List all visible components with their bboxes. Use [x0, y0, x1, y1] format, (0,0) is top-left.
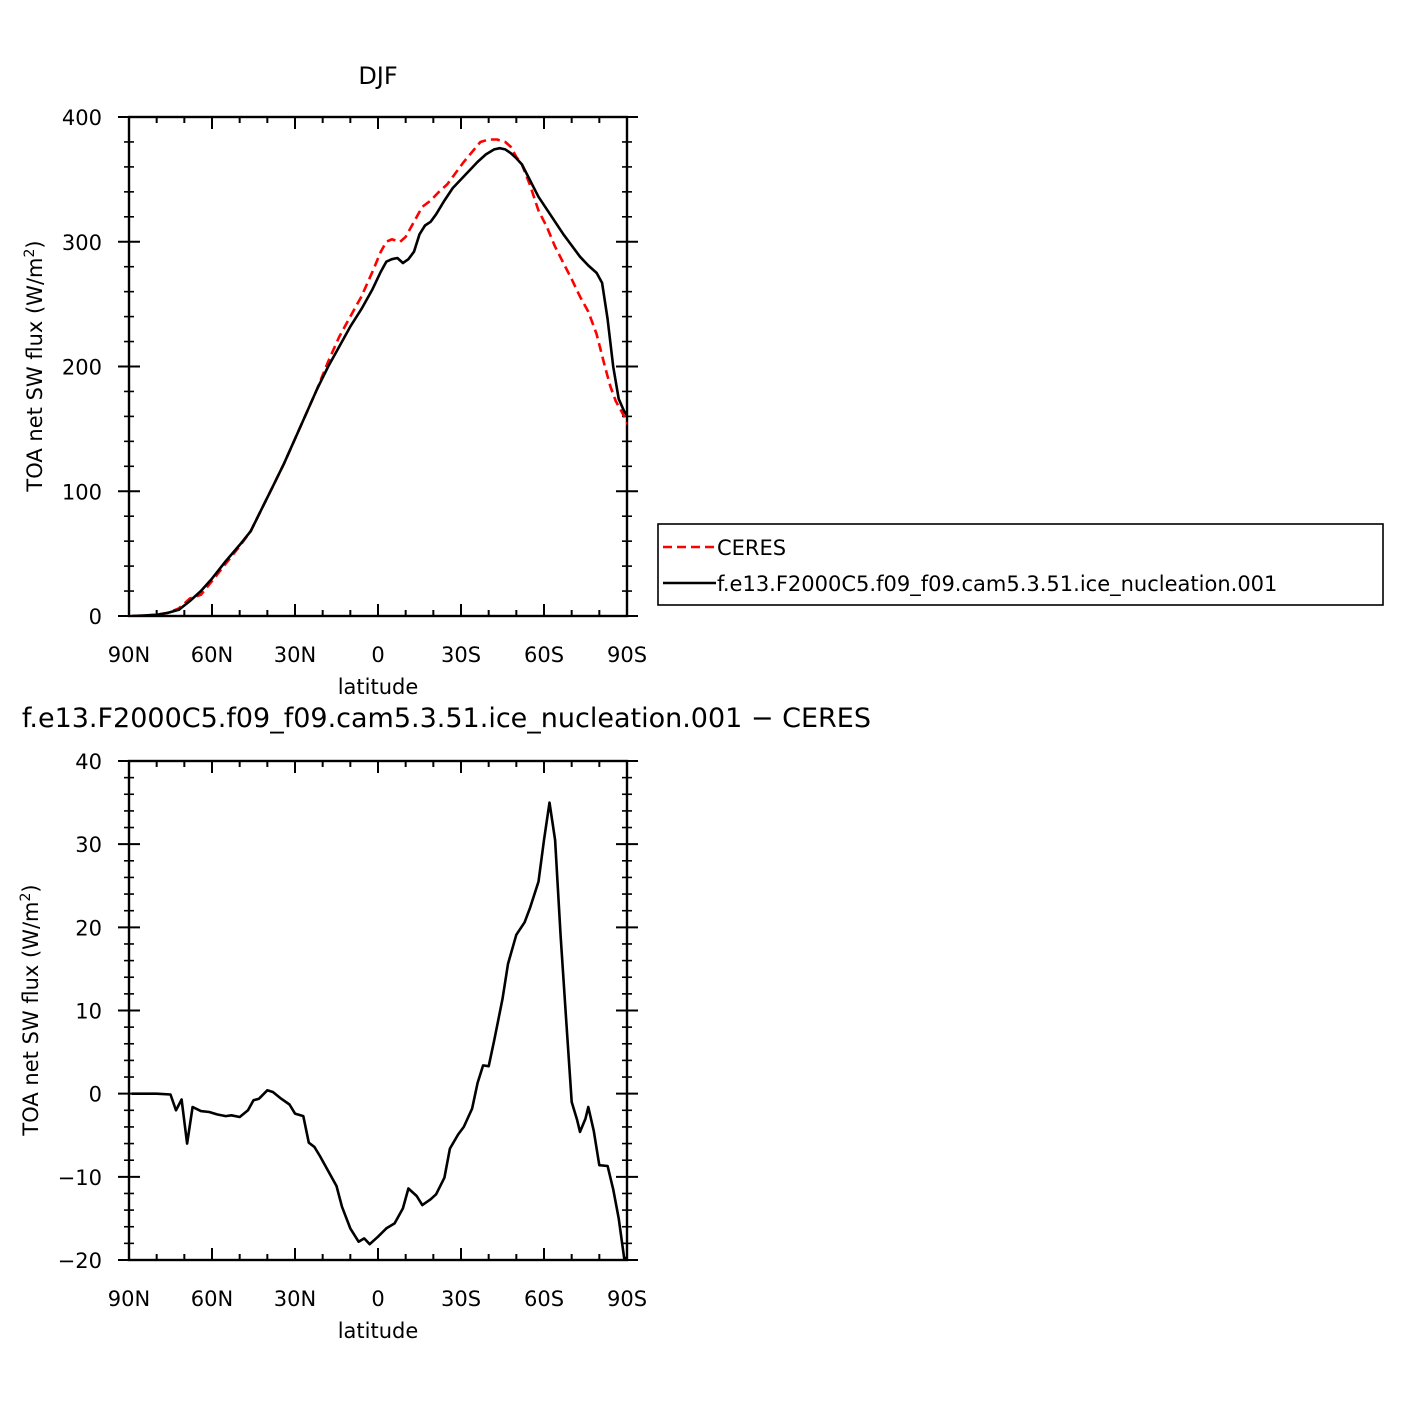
y-tick-label: 400	[62, 106, 102, 130]
y-tick-label: 10	[75, 1000, 102, 1024]
x-tick-label: 0	[371, 643, 384, 667]
top-y-axis-label: TOA net SW flux (W/m2)	[22, 240, 47, 492]
top-y-axis-label-main: TOA net SW flux (W/m	[23, 258, 47, 493]
legend: CERES f.e13.F2000C5.f09_f09.cam5.3.51.ic…	[657, 523, 1384, 606]
bottom-plot-frame	[127, 759, 629, 1262]
legend-label-ceres: CERES	[717, 536, 786, 560]
top-chart-title: DJF	[358, 62, 397, 90]
y-tick-label: 100	[62, 480, 102, 504]
y-tick-label: 0	[89, 605, 102, 629]
x-tick-label: 90N	[108, 643, 150, 667]
series-line-model	[131, 801, 627, 1260]
x-tick-label: 30N	[274, 1287, 316, 1311]
series-line-model	[131, 146, 627, 616]
top-x-tick-labels: 90N 60N 30N 0 30S 60S 90S	[108, 643, 647, 667]
legend-box	[657, 523, 1384, 606]
y-tick-label: −20	[58, 1249, 102, 1273]
top-series-group	[131, 138, 627, 616]
x-tick-label: 0	[371, 1287, 384, 1311]
bottom-series-group	[131, 801, 627, 1260]
x-tick-label: 60S	[524, 643, 564, 667]
bottom-x-axis-label: latitude	[338, 1319, 419, 1343]
y-tick-label: 300	[62, 231, 102, 255]
bottom-y-axis-label: TOA net SW flux (W/m2)	[18, 884, 43, 1136]
x-tick-label: 90S	[607, 643, 647, 667]
bottom-y-axis-label-close: )	[19, 884, 43, 892]
x-tick-label: 30N	[274, 643, 316, 667]
x-tick-label: 60N	[191, 643, 233, 667]
bottom-x-tick-labels: 90N 60N 30N 0 30S 60S 90S	[108, 1287, 647, 1311]
x-tick-label: 60N	[191, 1287, 233, 1311]
series-line-ceres	[131, 138, 627, 616]
legend-label-model: f.e13.F2000C5.f09_f09.cam5.3.51.ice_nucl…	[717, 572, 1277, 597]
bottom-chart-title: f.e13.F2000C5.f09_f09.cam5.3.51.ice_nucl…	[22, 703, 871, 734]
top-x-axis-label: latitude	[338, 675, 419, 699]
y-tick-label: 40	[75, 750, 102, 774]
y-tick-label: 30	[75, 833, 102, 857]
bottom-y-axis-label-main: TOA net SW flux (W/m	[19, 902, 43, 1137]
bottom-axis-ticks	[118, 760, 638, 1261]
y-tick-label: −10	[58, 1166, 102, 1190]
y-tick-label: 0	[89, 1083, 102, 1107]
top-y-axis-label-close: )	[23, 240, 47, 248]
bottom-y-axis-label-sup: 2	[18, 893, 34, 902]
top-panel: DJF 90N 60N 30N 0 30S 60S 90S 0 100 200 300 400 la…	[22, 62, 1384, 699]
x-tick-label: 30S	[441, 1287, 481, 1311]
x-tick-label: 30S	[441, 643, 481, 667]
x-tick-label: 90S	[607, 1287, 647, 1311]
top-axis-ticks	[118, 116, 638, 617]
top-y-axis-label-sup: 2	[22, 249, 38, 258]
top-plot-frame	[127, 115, 629, 618]
bottom-panel: f.e13.F2000C5.f09_f09.cam5.3.51.ice_nucl…	[18, 703, 871, 1343]
x-tick-label: 60S	[524, 1287, 564, 1311]
bottom-y-tick-labels: −20 −10 0 10 20 30 40	[58, 750, 102, 1273]
y-tick-label: 200	[62, 356, 102, 380]
x-tick-label: 90N	[108, 1287, 150, 1311]
y-tick-label: 20	[75, 916, 102, 940]
top-y-tick-labels: 0 100 200 300 400	[62, 106, 102, 629]
